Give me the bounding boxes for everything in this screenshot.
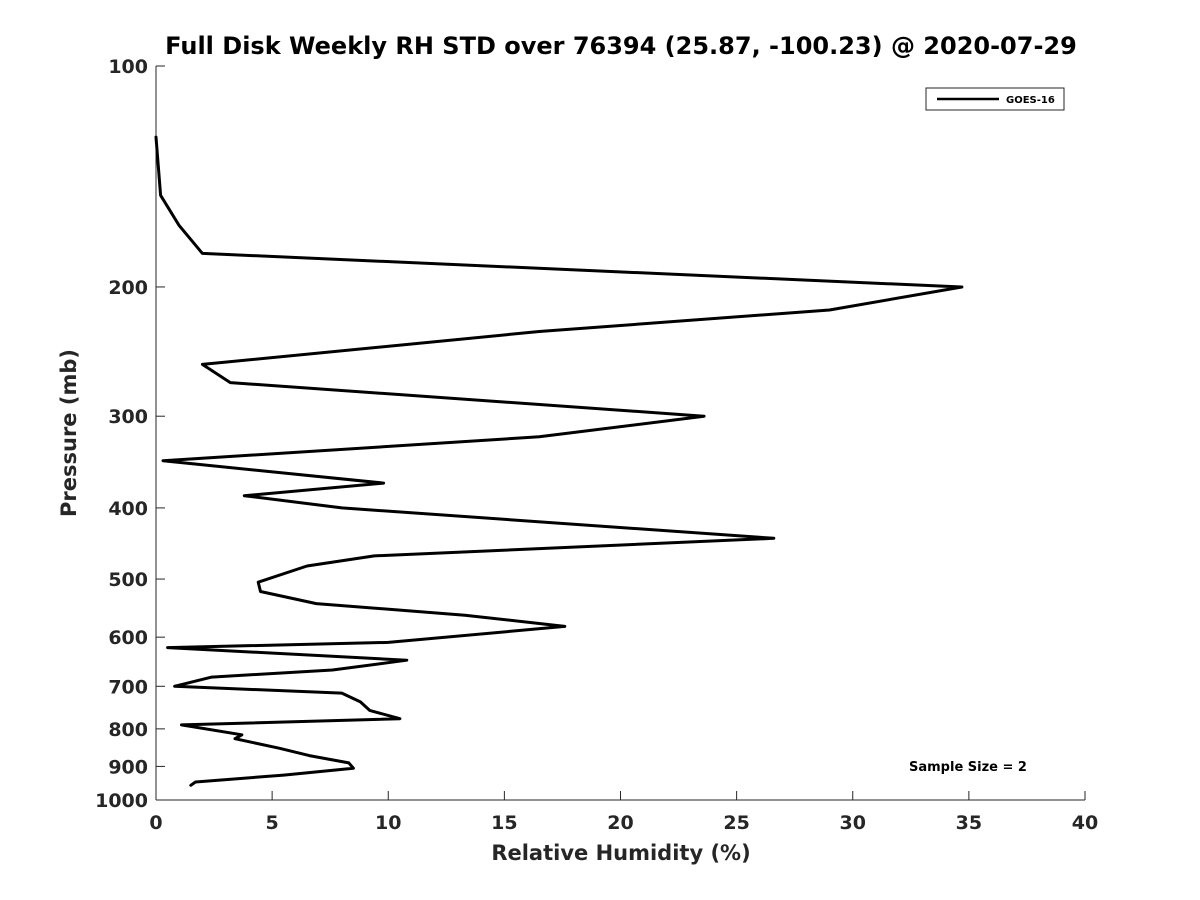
y-tick-label: 700 [108, 676, 148, 698]
x-tick-label: 30 [840, 812, 866, 834]
y-tick-label: 200 [108, 277, 148, 299]
chart-title: Full Disk Weekly RH STD over 76394 (25.8… [165, 32, 1077, 60]
x-axis-label: Relative Humidity (%) [491, 841, 750, 865]
y-tick-label: 100 [108, 56, 148, 78]
x-axis-ticks: 0 5 10 15 20 25 30 35 40 [149, 791, 1098, 834]
y-tick-label: 800 [108, 719, 148, 741]
x-tick-label: 10 [375, 812, 401, 834]
series-line-goes-16 [154, 135, 964, 787]
y-tick-label: 1000 [95, 790, 148, 812]
x-tick-label: 15 [491, 812, 517, 834]
legend: GOES-16 [925, 87, 1065, 111]
x-tick-label: 5 [266, 812, 279, 834]
sample-size-annotation: Sample Size = 2 [909, 760, 1027, 775]
legend-label-goes-16: GOES-16 [1006, 95, 1055, 106]
y-tick-label: 500 [108, 569, 148, 591]
x-tick-label: 25 [723, 812, 749, 834]
y-tick-label: 300 [108, 406, 148, 428]
y-tick-label: 600 [108, 627, 148, 649]
y-axis-label: Pressure (mb) [57, 349, 81, 517]
x-tick-label: 20 [607, 812, 633, 834]
x-tick-label: 40 [1072, 812, 1098, 834]
x-tick-label: 0 [149, 812, 162, 834]
y-axis-ticks: 100 200 300 400 500 600 700 800 900 1000 [95, 56, 165, 812]
x-tick-label: 35 [956, 812, 982, 834]
y-tick-label: 900 [108, 756, 148, 778]
series-layer [154, 135, 964, 787]
y-tick-label: 400 [108, 498, 148, 520]
